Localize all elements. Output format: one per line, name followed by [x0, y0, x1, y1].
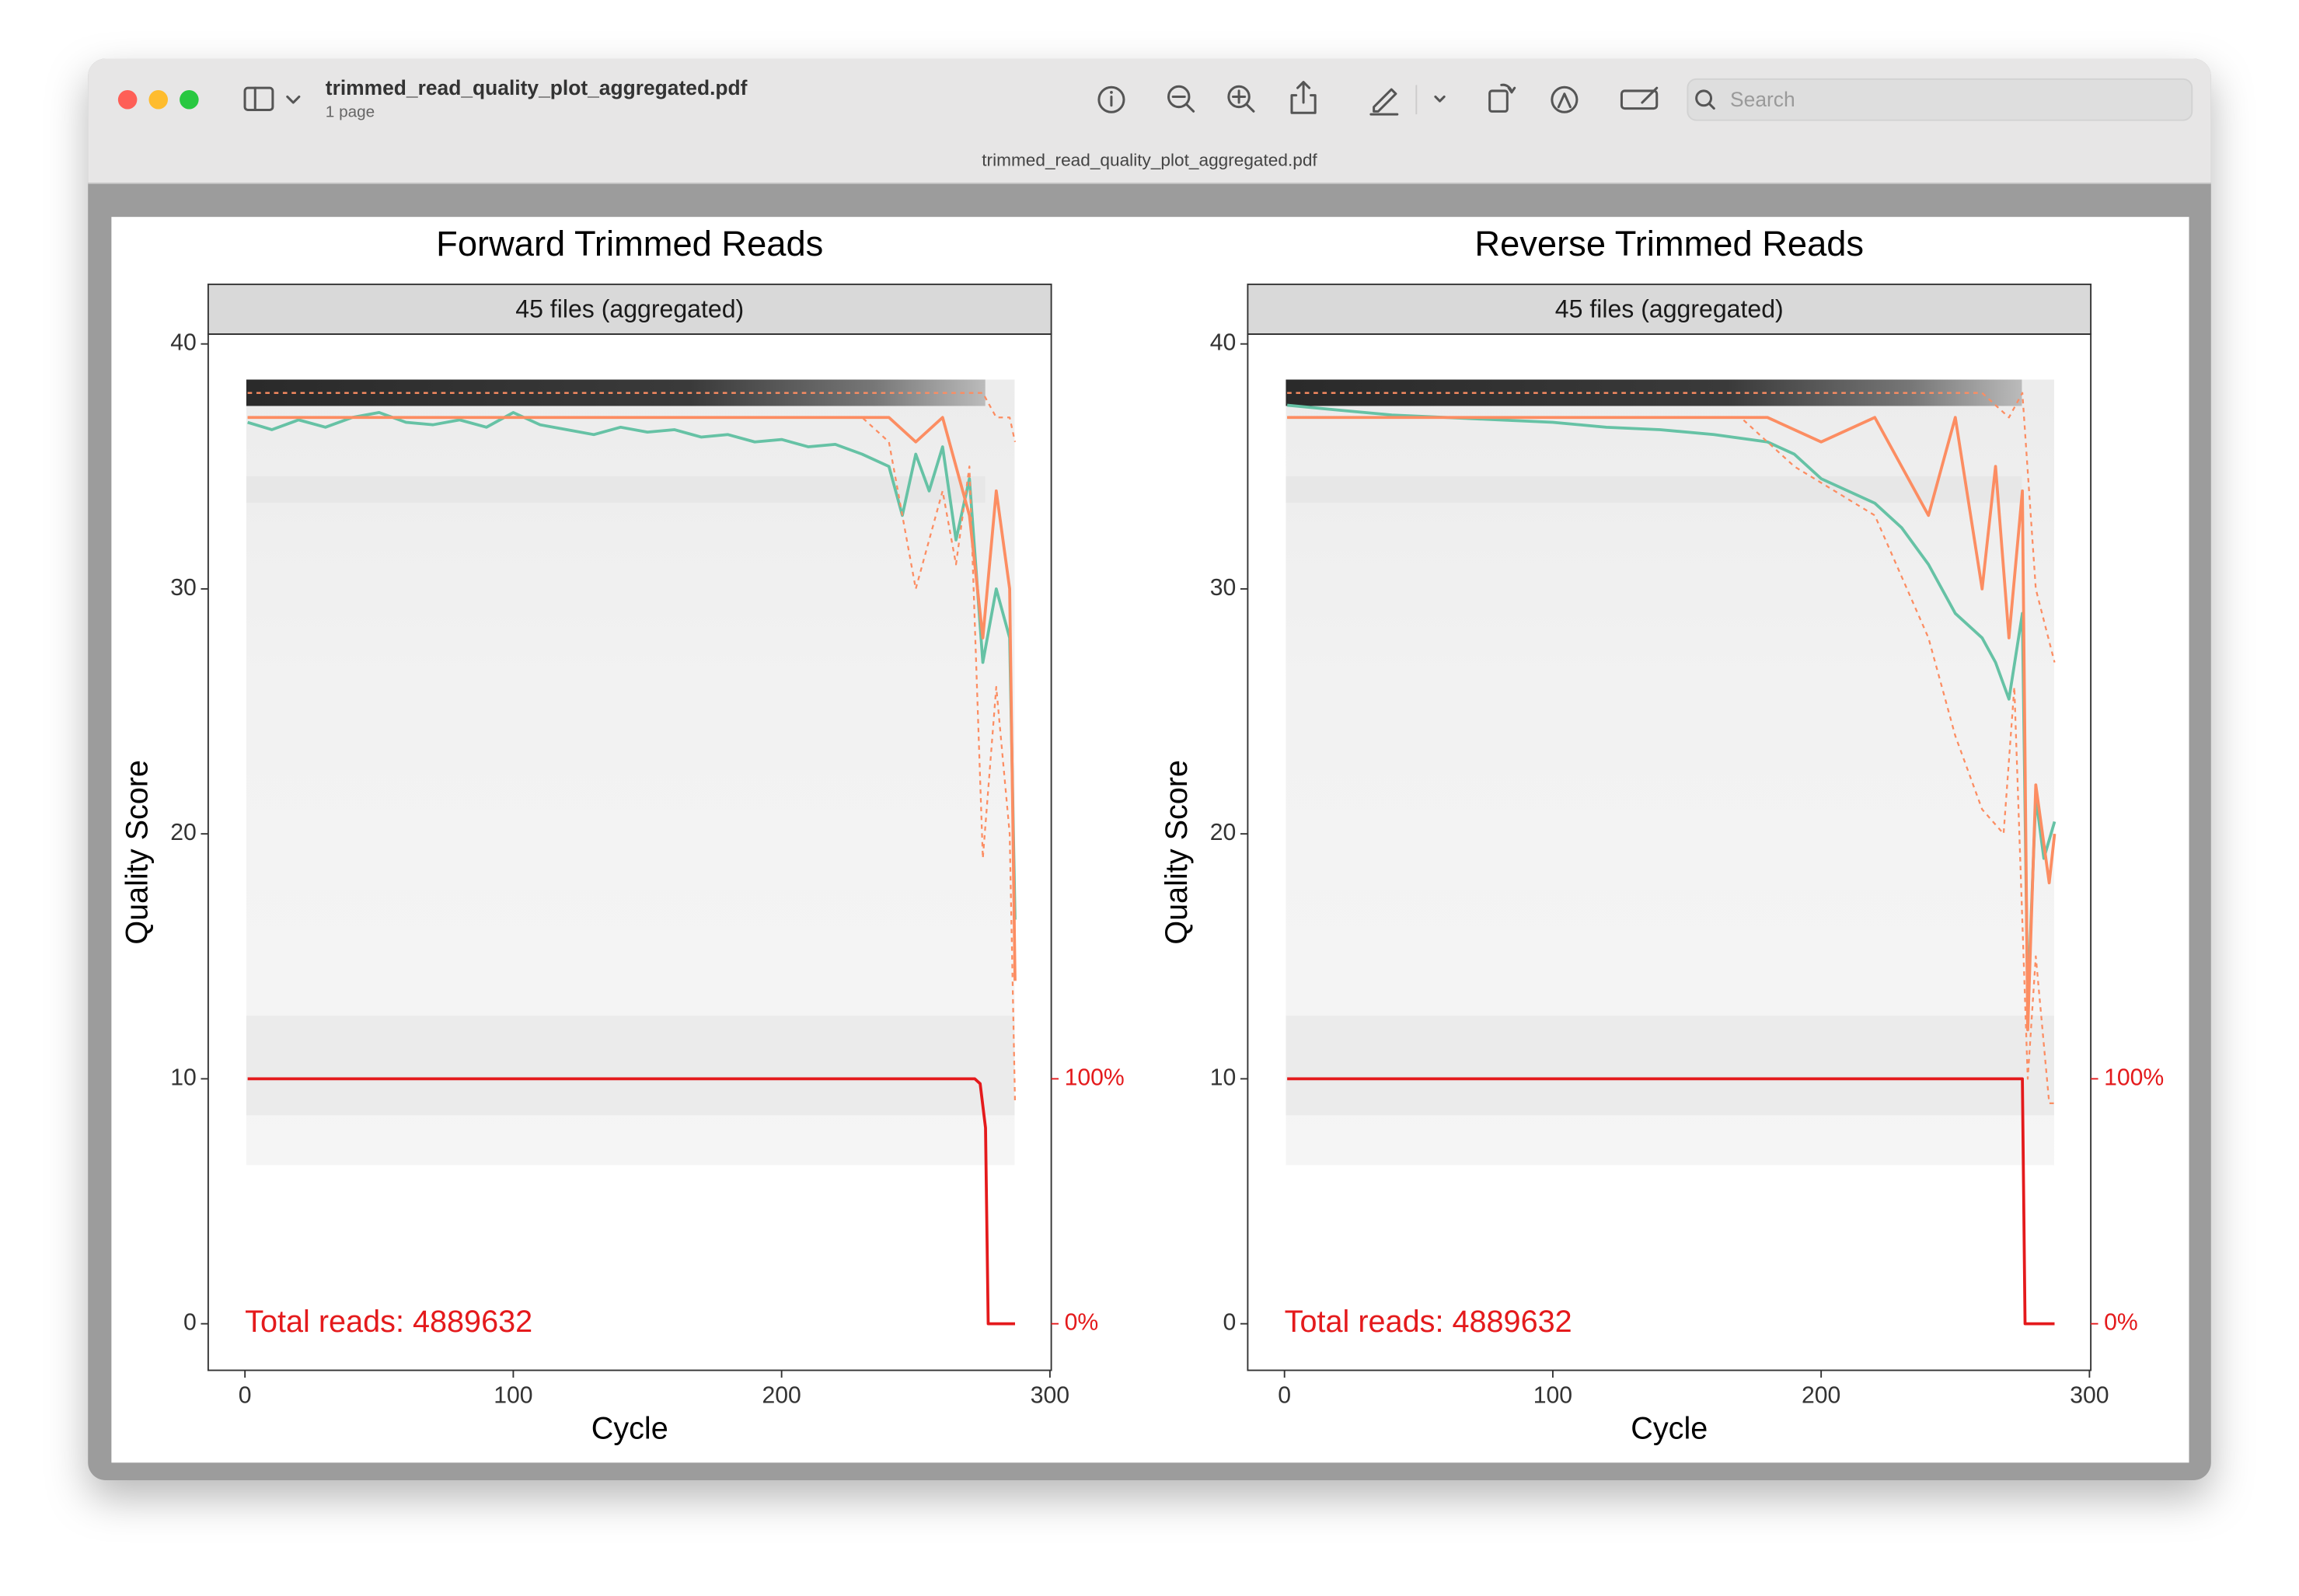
- close-button[interactable]: [117, 89, 138, 110]
- y-tick-label: 30: [1210, 575, 1237, 601]
- heatmap-band: [246, 379, 986, 406]
- facet-strip: [207, 283, 1052, 335]
- highlight-button[interactable]: [1551, 85, 1579, 113]
- y-tick-label: 10: [1210, 1065, 1237, 1090]
- search-icon: [1695, 89, 1713, 107]
- chart-title: Reverse Trimmed Reads: [1474, 224, 1864, 263]
- y-tick-label: 20: [1210, 820, 1237, 845]
- page-count: 1 page: [326, 103, 375, 121]
- y2-tick-label: 100%: [1065, 1065, 1125, 1090]
- share-button[interactable]: [1290, 81, 1317, 114]
- zoom-out-icon: [1167, 85, 1191, 109]
- x-axis-label: Cycle: [591, 1411, 668, 1445]
- heatmap-cells: [1286, 476, 2022, 503]
- quality-line: [1287, 392, 2056, 663]
- y2-tick-label: 0%: [1065, 1310, 1099, 1336]
- info-icon: [1110, 90, 1113, 94]
- tab-title: trimmed_read_quality_plot_aggregated.pdf: [982, 150, 1317, 169]
- y-tick-label: 40: [1210, 330, 1237, 356]
- x-tick-label: 100: [1533, 1382, 1572, 1408]
- cumulative-line: [1287, 1077, 2055, 1326]
- y2-tick-label: 100%: [2104, 1065, 2164, 1090]
- y-tick-label: 10: [170, 1065, 197, 1090]
- quality-line: [247, 411, 1017, 920]
- quality-line: [247, 392, 1017, 442]
- plot-border: [1247, 333, 2092, 1371]
- heatmap-cells: [246, 476, 986, 503]
- search-field[interactable]: Search: [1687, 78, 2193, 121]
- zoom-button[interactable]: [180, 89, 199, 110]
- x-tick-label: 100: [494, 1382, 532, 1408]
- toolbar: [88, 58, 2211, 183]
- zoom-in-icon: [1227, 85, 1251, 109]
- charts: Forward Trimmed Reads 45 files (aggregate…: [120, 224, 2165, 1446]
- y-tick-label: 0: [183, 1310, 197, 1336]
- rotate-icon: [1488, 89, 1509, 113]
- x-tick-label: 200: [1802, 1382, 1840, 1408]
- zoom-in-icon: [1244, 103, 1255, 113]
- zoom-in-button[interactable]: [1227, 85, 1255, 113]
- minimize-button[interactable]: [148, 89, 169, 110]
- zoom-out-button[interactable]: [1167, 85, 1195, 113]
- search-placeholder: Search: [1730, 88, 1795, 111]
- heatmap-band: [1286, 379, 2022, 406]
- document-title: trimmed_read_quality_plot_aggregated.pdf: [326, 76, 748, 99]
- y-axis-label: Quality Score: [1160, 760, 1194, 945]
- heatmap-cells: [246, 1016, 1015, 1116]
- chart-title: Forward Trimmed Reads: [436, 224, 823, 263]
- facet-label: 45 files (aggregated): [1555, 294, 1784, 322]
- rotate-button[interactable]: [1488, 83, 1516, 113]
- facet-strip: [1247, 283, 2092, 335]
- plot-border: [207, 333, 1052, 1371]
- chevron-icon: [286, 95, 301, 104]
- y-tick-label: 20: [170, 820, 197, 845]
- form-button[interactable]: [1620, 86, 1659, 110]
- y-tick-label: 30: [170, 575, 197, 601]
- sidebar-icon: [243, 86, 274, 111]
- info-icon: [1097, 85, 1125, 113]
- chevron-icon: [1434, 95, 1446, 103]
- share-icon: [1290, 81, 1317, 114]
- y-tick-label: 40: [170, 330, 197, 356]
- quality-line: [1287, 416, 2055, 1105]
- search-icon: [1708, 103, 1715, 110]
- x-tick-label: 0: [239, 1382, 252, 1408]
- zoom-out-icon: [1184, 103, 1195, 113]
- annotation: Total reads: 4889632: [245, 1305, 532, 1339]
- y-axis-label: Quality Score: [120, 760, 155, 945]
- cumulative-line: [247, 1077, 1015, 1326]
- x-tick-label: 300: [1031, 1382, 1069, 1408]
- heatmap-cells: [1286, 1016, 2054, 1116]
- x-tick-label: 300: [2070, 1382, 2109, 1408]
- heatmap: [246, 379, 2054, 1166]
- y-tick-label: 0: [1223, 1310, 1237, 1336]
- sidebar-button[interactable]: [243, 86, 301, 111]
- facet-label: 45 files (aggregated): [515, 294, 744, 322]
- pen-icon: [1369, 88, 1399, 116]
- x-tick-label: 200: [762, 1382, 801, 1408]
- highlight-icon: [1551, 85, 1579, 113]
- highlight-icon: [1557, 92, 1572, 109]
- markup-button[interactable]: [1369, 88, 1446, 116]
- form-icon: [1641, 86, 1659, 104]
- form-icon: [1620, 89, 1659, 110]
- search-box: [1687, 78, 2193, 121]
- quality-line: [247, 416, 1017, 1103]
- x-axis-label: Cycle: [1631, 1411, 1708, 1445]
- info-button[interactable]: [1097, 85, 1125, 113]
- x-tick-label: 0: [1278, 1382, 1291, 1408]
- rotate-icon: [1500, 83, 1516, 94]
- y2-tick-label: 0%: [2104, 1310, 2138, 1336]
- annotation: Total reads: 4889632: [1285, 1305, 1572, 1339]
